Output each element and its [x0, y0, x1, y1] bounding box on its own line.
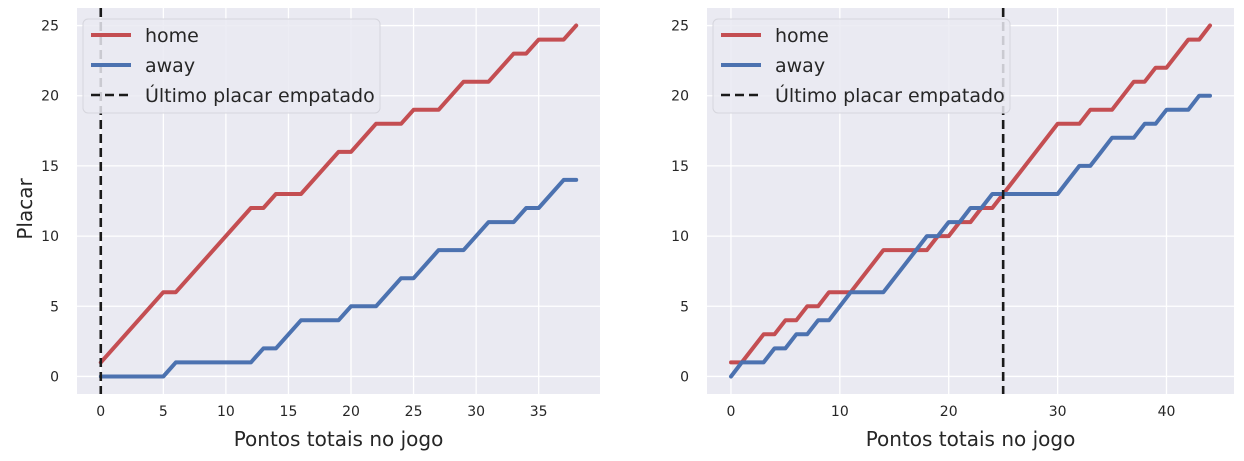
y-tick-label: 25	[41, 19, 59, 35]
y-tick-label: 15	[41, 159, 59, 175]
y-tick-label: 5	[50, 299, 59, 315]
x-tick-label: 30	[467, 404, 485, 420]
legend-label: home	[775, 25, 829, 47]
y-tick-label: 20	[41, 89, 59, 105]
x-tick-label: 5	[159, 404, 168, 420]
x-tick-label: 20	[342, 404, 360, 420]
legend-label: Último placar empatado	[145, 83, 375, 107]
legend-label: away	[775, 55, 825, 77]
y-tick-label: 0	[680, 369, 689, 385]
legend-label: home	[145, 25, 199, 47]
x-tick-label: 35	[530, 404, 548, 420]
series-line-away	[729, 93, 1212, 379]
x-tick-label: 40	[1158, 404, 1176, 420]
legend-label: Último placar empatado	[775, 83, 1005, 107]
chart-panel-2: 0 10 20 30 40 0 5 10 15 20 25 Pontos totais no jogo…	[671, 8, 1234, 451]
y-tick-label: 5	[680, 299, 689, 315]
legend: home away Último placar empatado	[82, 18, 381, 114]
x-tick-label: 0	[726, 404, 735, 420]
y-tick-label: 20	[671, 89, 689, 105]
chart-panel-1: 0 5 10 15 20 25 30 35 0 5 10 15 20 25 Pontos totais no…	[13, 8, 600, 451]
x-tick-label: 15	[280, 404, 298, 420]
x-tick-label: 20	[940, 404, 958, 420]
y-tick-label: 15	[671, 159, 689, 175]
legend-label: away	[145, 55, 195, 77]
legend-box	[712, 18, 1011, 114]
y-tick-label: 0	[50, 369, 59, 385]
x-tick-label: 30	[1049, 404, 1067, 420]
x-tick-label: 0	[96, 404, 105, 420]
y-tick-label: 10	[41, 229, 59, 245]
series-line-away	[98, 177, 579, 379]
x-tick-label: 10	[217, 404, 235, 420]
y-tick-label: 25	[671, 19, 689, 35]
x-axis-label: Pontos totais no jogo	[234, 427, 444, 451]
legend-box	[82, 18, 381, 114]
series-line-home	[729, 23, 1212, 365]
y-axis-label: Placar	[13, 178, 37, 240]
x-tick-label: 10	[831, 404, 849, 420]
x-tick-label: 25	[405, 404, 423, 420]
series-line-home	[98, 23, 579, 365]
x-axis-label: Pontos totais no jogo	[866, 427, 1076, 451]
y-tick-label: 10	[671, 229, 689, 245]
legend: home away Último placar empatado	[712, 18, 1011, 114]
